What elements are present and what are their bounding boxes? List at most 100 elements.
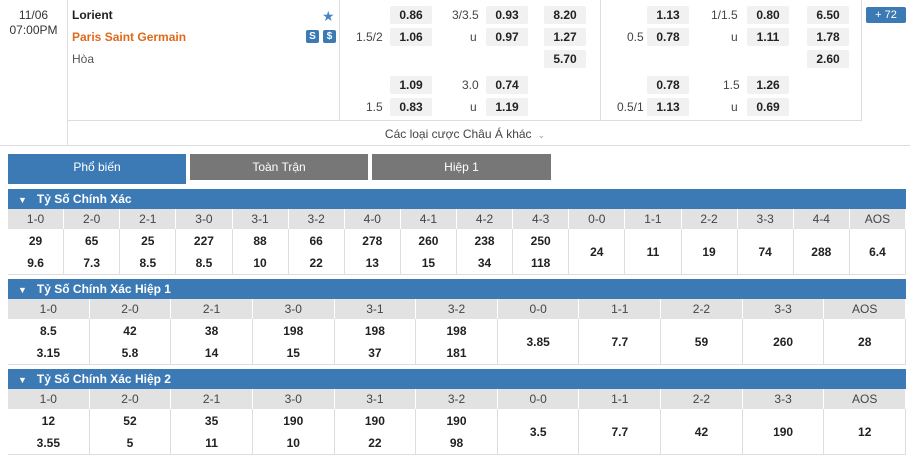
odds-value[interactable]: 12 (858, 425, 872, 439)
odds-value[interactable]: 181 (446, 346, 467, 360)
odds-value[interactable]: 15 (286, 346, 300, 360)
odds-cell[interactable]: 8.20 (544, 6, 586, 24)
odds-value[interactable]: 59 (694, 335, 709, 349)
odds-value[interactable]: 3.85 (526, 335, 550, 349)
home-team[interactable]: Lorient (72, 8, 113, 22)
odds-value[interactable]: 25 (141, 234, 155, 248)
odds-value[interactable]: 3.5 (529, 425, 547, 439)
odds-value[interactable]: 260 (418, 234, 439, 248)
score-odds-cell[interactable]: 12 3.55 (8, 409, 90, 454)
odds-value[interactable]: 74 (758, 245, 772, 259)
score-odds-cell[interactable]: 198 181 (416, 319, 498, 364)
more-markets-badge[interactable]: + 72 (866, 7, 906, 23)
tab-full-match[interactable]: Toàn Trận (190, 154, 368, 180)
odds-value[interactable]: 5.8 (121, 346, 139, 360)
odds-cell[interactable]: 1.26 (747, 76, 789, 94)
odds-value[interactable]: 98 (449, 436, 464, 450)
odds-cell[interactable]: 5.70 (544, 50, 586, 68)
odds-value[interactable]: 42 (123, 324, 137, 338)
odds-cell[interactable]: 2.60 (807, 50, 849, 68)
odds-cell[interactable]: 1.06 (390, 28, 432, 46)
odds-value[interactable]: 9.6 (27, 256, 44, 270)
odds-value[interactable]: 250 (530, 234, 551, 248)
odds-value[interactable]: 14 (204, 346, 219, 360)
away-team[interactable]: Paris Saint Germain (72, 30, 187, 44)
score-odds-cell[interactable]: 52 5 (90, 409, 172, 454)
score-odds-cell[interactable]: 278 13 (345, 229, 401, 274)
collapse-arrow-icon[interactable]: ▼ (18, 285, 27, 295)
tab-first-half[interactable]: Hiệp 1 (372, 154, 551, 180)
odds-value[interactable]: 190 (773, 425, 794, 439)
odds-value[interactable]: 38 (204, 324, 219, 338)
odds-cell[interactable]: 0.97 (486, 28, 528, 46)
odds-cell[interactable]: 0.74 (486, 76, 528, 94)
score-odds-cell[interactable]: 24 (569, 229, 626, 274)
odds-value[interactable]: 88 (253, 234, 267, 248)
score-odds-cell[interactable]: 25 8.5 (120, 229, 177, 274)
score-odds-cell[interactable]: 42 5.8 (90, 319, 172, 364)
tab-popular[interactable]: Phổ biến (8, 154, 186, 184)
score-odds-cell[interactable]: 12 (824, 409, 907, 454)
score-odds-cell[interactable]: 7.7 (579, 409, 662, 454)
score-odds-cell[interactable]: 3.5 (498, 409, 580, 454)
score-odds-cell[interactable]: 198 15 (253, 319, 335, 364)
odds-cell[interactable]: 0.78 (647, 76, 689, 94)
more-asian-bets-link[interactable]: Các loại cược Châu Á khác ⌄ (68, 120, 862, 146)
odds-value[interactable]: 11 (646, 245, 660, 259)
odds-value[interactable]: 29 (28, 234, 43, 248)
odds-value[interactable]: 6.4 (869, 245, 886, 259)
odds-value[interactable]: 278 (362, 234, 383, 248)
odds-value[interactable]: 34 (477, 256, 492, 270)
odds-value[interactable]: 12 (41, 414, 55, 428)
odds-value[interactable]: 5 (126, 436, 134, 450)
score-odds-cell[interactable]: 65 7.3 (64, 229, 121, 274)
odds-cell[interactable]: 0.86 (390, 6, 432, 24)
odds-value[interactable]: 24 (590, 245, 604, 259)
odds-value[interactable]: 198 (283, 324, 304, 338)
odds-value[interactable]: 52 (123, 414, 137, 428)
odds-cell[interactable]: 0.80 (747, 6, 789, 24)
score-odds-cell[interactable]: 38 14 (171, 319, 253, 364)
score-odds-cell[interactable]: 66 22 (289, 229, 345, 274)
stats-icon[interactable]: S (306, 30, 319, 43)
odds-value[interactable]: 42 (694, 425, 709, 439)
odds-value[interactable]: 13 (365, 256, 379, 270)
score-odds-cell[interactable]: 42 (661, 409, 743, 454)
odds-cell[interactable]: 1.13 (647, 6, 689, 24)
odds-value[interactable]: 190 (364, 414, 385, 428)
score-odds-cell[interactable]: 88 10 (233, 229, 289, 274)
odds-cell[interactable]: 1.27 (544, 28, 586, 46)
odds-value[interactable]: 19 (702, 245, 716, 259)
odds-value[interactable]: 28 (858, 335, 872, 349)
score-odds-cell[interactable]: 8.5 3.15 (8, 319, 90, 364)
score-odds-cell[interactable]: 260 (743, 319, 825, 364)
odds-value[interactable]: 118 (531, 256, 551, 270)
star-icon[interactable]: ★ (322, 8, 335, 24)
odds-value[interactable]: 8.5 (139, 256, 157, 270)
odds-value[interactable]: 8.5 (195, 256, 213, 270)
odds-cell[interactable]: 0.83 (390, 98, 432, 116)
odds-value[interactable]: 15 (421, 256, 436, 270)
odds-cell[interactable]: 1.19 (486, 98, 528, 116)
collapse-arrow-icon[interactable]: ▼ (18, 375, 27, 385)
odds-value[interactable]: 8.5 (39, 324, 57, 338)
odds-value[interactable]: 22 (309, 256, 323, 270)
score-odds-cell[interactable]: 74 (738, 229, 794, 274)
odds-value[interactable]: 238 (474, 234, 495, 248)
odds-value[interactable]: 190 (446, 414, 467, 428)
odds-cell[interactable]: 0.93 (486, 6, 528, 24)
odds-cell[interactable]: 1.09 (390, 76, 432, 94)
score-odds-cell[interactable]: 288 (794, 229, 850, 274)
odds-value[interactable]: 10 (286, 436, 300, 450)
score-odds-cell[interactable]: 190 22 (335, 409, 417, 454)
section-header[interactable]: ▼ Tỷ Số Chính Xác Hiệp 2 (8, 369, 906, 389)
odds-value[interactable]: 190 (283, 414, 304, 428)
odds-value[interactable]: 10 (253, 256, 267, 270)
odds-cell[interactable]: 1.11 (747, 28, 789, 46)
odds-value[interactable]: 66 (309, 234, 323, 248)
odds-value[interactable]: 7.7 (611, 425, 629, 439)
odds-value[interactable]: 35 (204, 414, 219, 428)
score-odds-cell[interactable]: 28 (824, 319, 907, 364)
score-odds-cell[interactable]: 59 (661, 319, 743, 364)
score-odds-cell[interactable]: 19 (682, 229, 738, 274)
